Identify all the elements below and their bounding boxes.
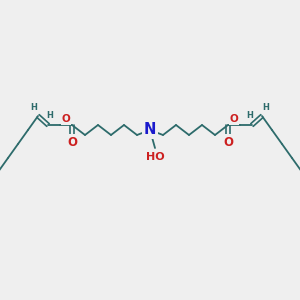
Text: H: H (262, 103, 269, 112)
Text: H: H (31, 103, 38, 112)
Text: O: O (67, 136, 77, 148)
Text: H: H (247, 110, 254, 119)
Text: O: O (223, 136, 233, 148)
Text: O: O (230, 114, 238, 124)
Text: HO: HO (146, 152, 164, 162)
Text: H: H (46, 110, 53, 119)
Text: O: O (61, 114, 70, 124)
Text: N: N (144, 122, 156, 137)
